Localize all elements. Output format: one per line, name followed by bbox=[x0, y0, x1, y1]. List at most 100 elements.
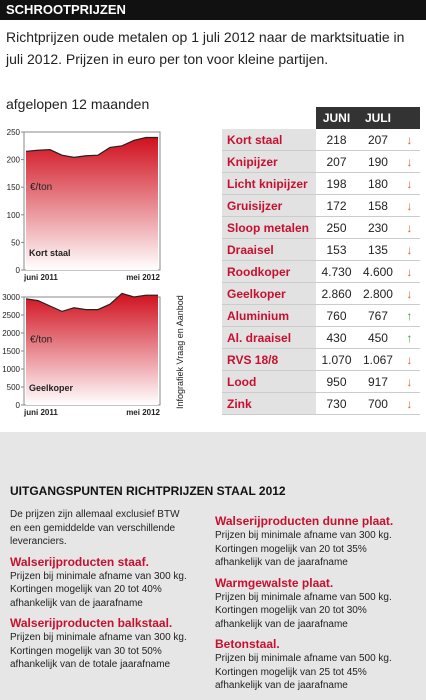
metal-name: Aluminium bbox=[222, 304, 316, 327]
price: 180 bbox=[357, 172, 399, 195]
section-line: Prijzen bij minimale afname van 300 kg. bbox=[215, 530, 392, 541]
trend-arrow: ↓ bbox=[398, 129, 420, 151]
table-row: Al. draaisel 430 450 ↑ bbox=[222, 326, 420, 349]
notes-column: De prijzen zijn allemaal exclusief BTW en… bbox=[10, 508, 215, 672]
column-header: JULI bbox=[357, 107, 399, 129]
trend-arrow: ↓ bbox=[398, 282, 420, 305]
section-line: Prijzen bij minimale afname van 500 kg. bbox=[215, 653, 392, 664]
price: 172 bbox=[315, 194, 358, 217]
line bbox=[25, 136, 158, 158]
price: 1.067 bbox=[357, 348, 399, 371]
price: 207 bbox=[315, 150, 358, 173]
table-row: Licht knipijzer 198 180 ↓ bbox=[222, 172, 420, 195]
y-tick-label: 50 bbox=[11, 238, 20, 247]
header-title: SCHROOTPRIJZEN bbox=[0, 0, 426, 20]
price-table: JUNI JULI Kort staal 218 207 ↓ Knipijzer 207 190… bbox=[222, 107, 420, 415]
y-tick-label: 250 bbox=[7, 128, 21, 137]
trend-arrow: ↓ bbox=[398, 348, 420, 371]
table-row: Draaisel 153 135 ↓ bbox=[222, 238, 420, 261]
y-tick-label: 500 bbox=[7, 383, 21, 392]
section-line: Kortingen mogelijk van 20 tot 40% bbox=[10, 584, 162, 595]
charts-heading: afgelopen 12 maanden bbox=[6, 96, 150, 112]
section-heading: Walserijproducten staaf. bbox=[10, 554, 149, 569]
x-tick-label: mei 2012 bbox=[126, 273, 160, 282]
price: 218 bbox=[315, 129, 358, 151]
price: 950 bbox=[315, 370, 358, 393]
column-header: JUNI bbox=[315, 107, 358, 129]
area bbox=[26, 137, 158, 270]
price: 730 bbox=[315, 392, 358, 415]
price: 450 bbox=[357, 326, 399, 349]
price: 760 bbox=[315, 304, 358, 327]
chart: 0 50 100 150 200 250 Kort staal €/ton juni 2011 m… bbox=[7, 128, 161, 282]
trend-arrow: ↓ bbox=[398, 172, 420, 195]
y-unit: €/ton bbox=[30, 334, 52, 345]
section-line: en een gemiddelde van verschillende bbox=[10, 522, 176, 534]
metal-name: Licht knipijzer bbox=[222, 172, 316, 195]
section-line: afhankelijk van de jaarafname bbox=[215, 557, 348, 568]
table-row: Roodkoper 4.730 4.600 ↓ bbox=[222, 260, 420, 283]
notes: UITGANGSPUNTEN RICHTPRIJZEN STAAL 2012 D… bbox=[0, 432, 426, 700]
section-line: Prijzen bij minimale afname van 500 kg. bbox=[215, 591, 392, 603]
table-row: Zink 730 700 ↓ bbox=[222, 392, 420, 415]
section-line: Kortingen mogelijk van 25 tot 45% bbox=[215, 666, 367, 678]
y-unit: €/ton bbox=[30, 182, 52, 193]
notes-column: Walserijproducten dunne plaat. Prijzen bi… bbox=[215, 508, 420, 693]
section-line: De prijzen zijn allemaal exclusief BTW bbox=[10, 509, 180, 520]
price: 207 bbox=[357, 129, 399, 151]
chart: 0 500 1000 1500 2000 2500 3000 Geelkoper €/ton ju… bbox=[2, 292, 185, 417]
y-tick-label: 1000 bbox=[2, 365, 20, 374]
price: 153 bbox=[315, 238, 358, 261]
price: 1.070 bbox=[315, 348, 358, 371]
table-row: RVS 18/8 1.070 1.067 ↓ bbox=[222, 348, 420, 371]
y-tick-label: 0 bbox=[16, 266, 21, 275]
x-tick-label: juni 2011 bbox=[23, 273, 58, 282]
price: 700 bbox=[357, 392, 399, 415]
metal-name: Draaisel bbox=[222, 238, 316, 261]
series-name: Kort staal bbox=[29, 248, 71, 258]
metal-name: Knipijzer bbox=[222, 150, 316, 173]
metal-name: Roodkoper bbox=[222, 260, 316, 283]
section-line: Kortingen mogelijk van 30 tot 50% bbox=[10, 645, 162, 657]
trend-arrow: ↓ bbox=[398, 370, 420, 393]
section-line: afhankelijk van de jaarafname bbox=[10, 597, 143, 609]
trend-arrow: ↓ bbox=[398, 150, 420, 173]
metal-name: Geelkoper bbox=[222, 282, 316, 305]
section-line: afhankelijk van de jaarafname bbox=[215, 618, 348, 630]
table-row: Geelkoper 2.860 2.800 ↓ bbox=[222, 282, 420, 305]
trend-arrow: ↓ bbox=[398, 238, 420, 261]
table-row: Knipijzer 207 190 ↓ bbox=[222, 150, 420, 173]
section-heading: Warmgewalste plaat. bbox=[215, 575, 334, 590]
price: 767 bbox=[357, 304, 399, 327]
y-tick-label: 200 bbox=[7, 156, 21, 165]
table-row: Sloop metalen 250 230 ↓ bbox=[222, 216, 420, 239]
section-line: Kortingen mogelijk van 20 tot 35% bbox=[215, 543, 367, 555]
header-cell bbox=[222, 107, 316, 129]
metal-name: Al. draaisel bbox=[222, 326, 316, 349]
metal-name: Gruisijzer bbox=[222, 194, 316, 217]
price: 917 bbox=[357, 370, 399, 393]
section-heading: Walserijproducten dunne plaat. bbox=[215, 514, 394, 528]
section-line: Kortingen mogelijk van 20 tot 30% bbox=[215, 605, 367, 616]
section-heading: Betonstaal. bbox=[215, 637, 280, 651]
section-line: Prijzen bij minimale afname van 300 kg. bbox=[10, 632, 187, 643]
price: 190 bbox=[357, 150, 399, 173]
price: 198 bbox=[315, 172, 358, 195]
y-tick-label: 2000 bbox=[2, 329, 20, 338]
metal-name: Zink bbox=[222, 392, 316, 415]
price: 230 bbox=[357, 216, 399, 239]
section-line: afhankelijk van de jaarafname bbox=[215, 680, 348, 691]
price: 2.860 bbox=[315, 282, 358, 305]
area bbox=[26, 293, 158, 405]
metal-name: Lood bbox=[222, 370, 316, 393]
trend-arrow: ↓ bbox=[398, 194, 420, 217]
section-line: leveranciers. bbox=[10, 536, 67, 547]
price: 158 bbox=[357, 194, 399, 217]
trend-arrow: ↑ bbox=[398, 304, 420, 327]
y-tick-label: 100 bbox=[7, 211, 21, 220]
price: 4.730 bbox=[315, 260, 358, 283]
y-tick-label: 3000 bbox=[2, 293, 20, 302]
trend-arrow: ↓ bbox=[398, 392, 420, 415]
y-tick-label: 150 bbox=[7, 183, 21, 192]
